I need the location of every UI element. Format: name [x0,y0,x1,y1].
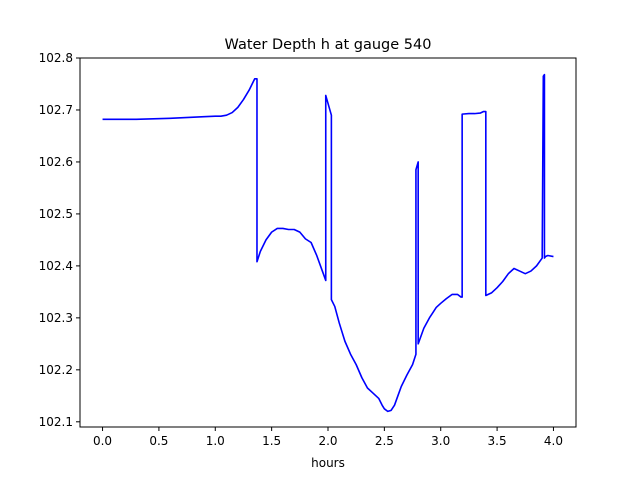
x-tick-label: 4.0 [544,434,563,448]
y-axis-ticks: 102.1 102.2 102.3 102.4 102.5 102.6 102.7 102.8 [39,51,80,429]
y-tick-label: 102.2 [39,363,73,377]
x-tick-label: 0.0 [93,434,112,448]
chart-title: Water Depth h at gauge 540 [225,37,432,53]
series-layer [102,73,554,413]
y-tick-label: 102.1 [39,415,73,429]
x-tick-label: 2.0 [318,434,337,448]
x-axis-ticks: 0.0 0.5 1.0 1.5 2.0 2.5 3.0 3.5 4.0 [93,427,563,448]
y-tick-label: 102.3 [39,311,73,325]
x-tick-label: 3.0 [431,434,450,448]
y-tick-label: 102.4 [39,259,73,273]
x-tick-label: 1.5 [262,434,281,448]
x-tick-label: 0.5 [149,434,168,448]
x-tick-label: 1.0 [206,434,225,448]
y-tick-label: 102.7 [39,103,73,117]
y-tick-label: 102.8 [39,51,73,65]
x-tick-label: 2.5 [375,434,394,448]
y-tick-label: 102.5 [39,207,73,221]
y-tick-label: 102.6 [39,155,73,169]
x-tick-label: 3.5 [488,434,507,448]
x-axis-label: hours [311,456,345,470]
series-line [102,73,554,413]
